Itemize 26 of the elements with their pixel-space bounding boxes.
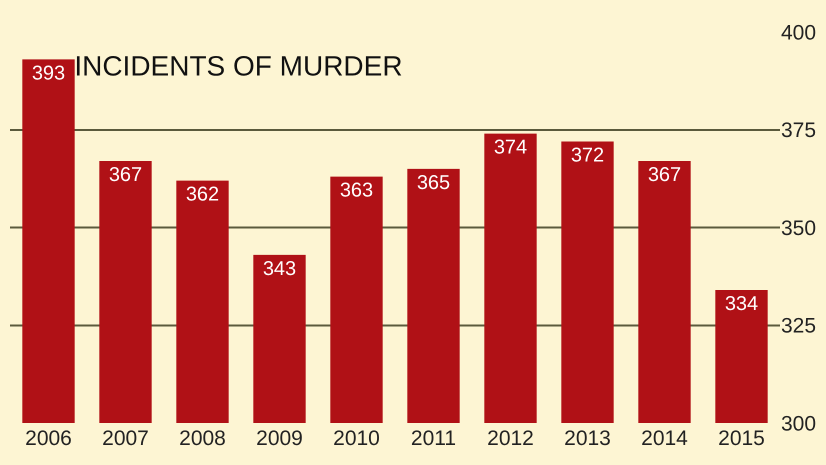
x-tick-label: 2012 [487,427,534,450]
data-label: 334 [724,293,758,316]
x-tick-label: 2014 [641,427,688,450]
data-label: 372 [570,144,604,166]
y-tick-label: 325 [781,314,816,338]
data-label: 365 [416,172,450,194]
x-tick-label: 2006 [25,427,72,450]
x-tick-label: 2013 [564,427,611,450]
data-label: 367 [108,164,142,186]
x-tick-label: 2008 [179,427,226,450]
x-tick-label: 2015 [718,427,765,450]
y-tick-label: 300 [781,412,816,436]
x-tick-label: 2009 [256,427,303,450]
data-label: 367 [648,164,682,186]
x-tick-label: 2011 [410,427,456,450]
data-label: 362 [186,184,220,206]
y-tick-label: 350 [781,216,816,240]
x-tick-label: 2007 [102,427,149,450]
y-tick-label: 400 [781,21,816,44]
x-tick-label: 2010 [333,427,380,450]
data-label: 343 [262,258,296,280]
text: INCIDENTS OF MURDER [74,50,403,82]
y-tick-label: 375 [781,119,816,142]
data-label: 363 [340,180,374,202]
data-label: 374 [494,136,528,159]
data-label: 393 [32,62,66,84]
